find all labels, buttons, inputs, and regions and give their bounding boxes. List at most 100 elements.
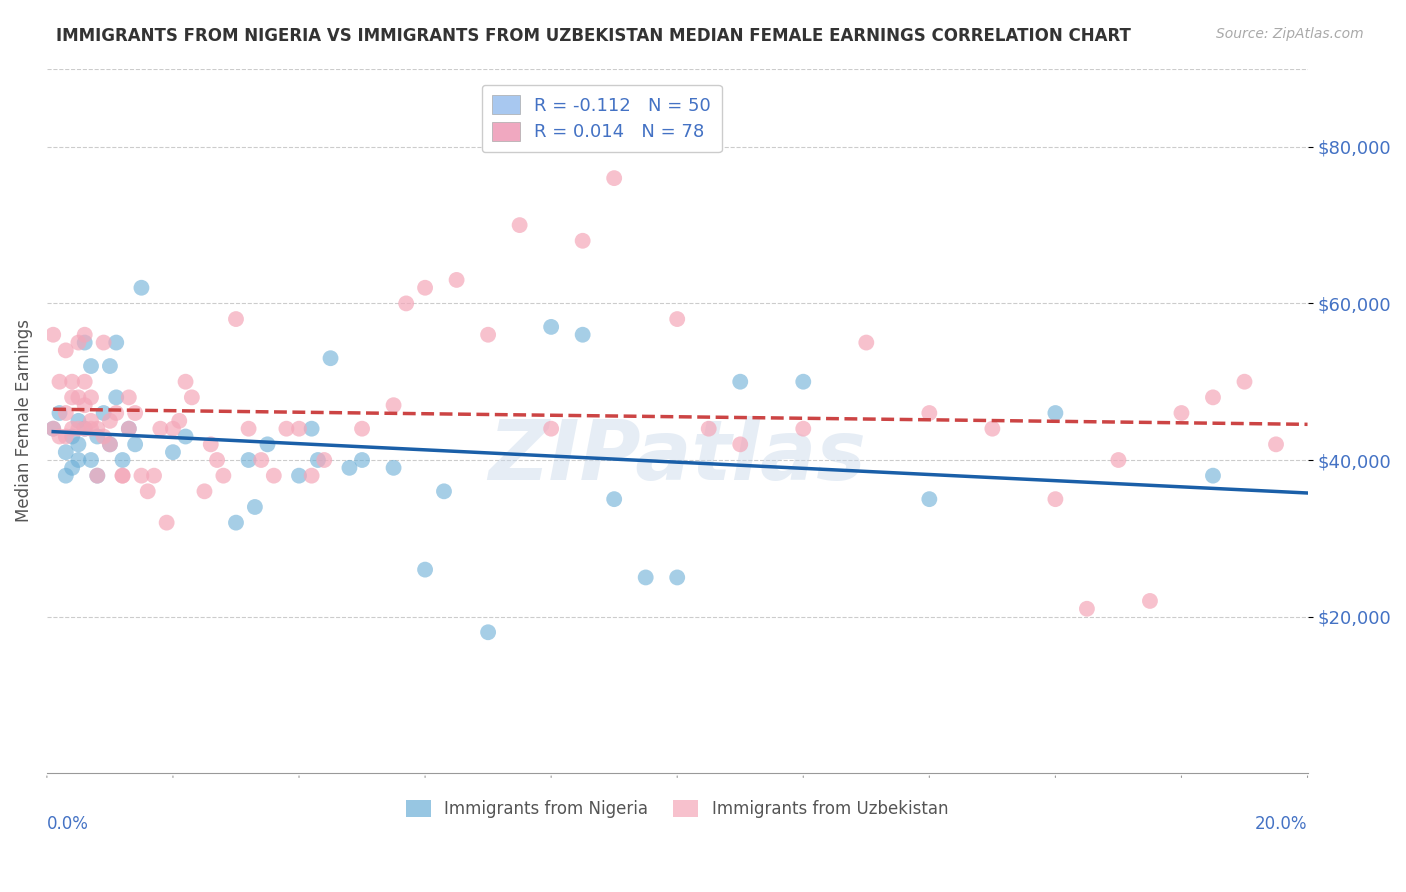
Point: [48, 429, 70, 443]
Point: [1233, 375, 1256, 389]
Point: [477, 625, 499, 640]
Point: [98, 359, 121, 373]
Point: [98, 437, 121, 451]
Point: [243, 500, 266, 514]
Point: [42, 422, 65, 436]
Point: [413, 563, 436, 577]
Point: [728, 375, 751, 389]
Point: [111, 468, 134, 483]
Point: [238, 453, 260, 467]
Text: 20.0%: 20.0%: [1256, 815, 1308, 833]
Point: [67, 414, 90, 428]
Point: [60, 460, 83, 475]
Point: [60, 422, 83, 436]
Point: [382, 398, 405, 412]
Point: [80, 453, 103, 467]
Point: [98, 437, 121, 451]
Point: [131, 468, 153, 483]
Point: [60, 390, 83, 404]
Point: [73, 422, 96, 436]
Point: [288, 422, 311, 436]
Point: [855, 335, 877, 350]
Point: [48, 406, 70, 420]
Point: [250, 453, 273, 467]
Point: [105, 335, 128, 350]
Point: [55, 429, 77, 443]
Point: [55, 343, 77, 358]
Point: [1265, 437, 1288, 451]
Point: [1202, 468, 1225, 483]
Point: [509, 218, 531, 232]
Point: [73, 375, 96, 389]
Point: [225, 516, 247, 530]
Point: [666, 570, 689, 584]
Point: [792, 422, 814, 436]
Point: [571, 234, 593, 248]
Point: [174, 429, 197, 443]
Text: IMMIGRANTS FROM NIGERIA VS IMMIGRANTS FROM UZBEKISTAN MEDIAN FEMALE EARNINGS COR: IMMIGRANTS FROM NIGERIA VS IMMIGRANTS FR…: [56, 27, 1130, 45]
Point: [276, 422, 298, 436]
Point: [446, 273, 468, 287]
Point: [156, 516, 179, 530]
Point: [540, 422, 562, 436]
Point: [433, 484, 456, 499]
Point: [225, 312, 247, 326]
Point: [193, 484, 215, 499]
Point: [413, 281, 436, 295]
Point: [80, 359, 103, 373]
Point: [67, 453, 90, 467]
Legend: Immigrants from Nigeria, Immigrants from Uzbekistan: Immigrants from Nigeria, Immigrants from…: [396, 790, 959, 829]
Point: [124, 437, 146, 451]
Point: [301, 468, 323, 483]
Point: [162, 422, 184, 436]
Point: [167, 414, 190, 428]
Point: [60, 429, 83, 443]
Point: [540, 319, 562, 334]
Point: [105, 406, 128, 420]
Point: [131, 281, 153, 295]
Point: [143, 468, 166, 483]
Point: [98, 414, 121, 428]
Point: [697, 422, 720, 436]
Point: [118, 422, 141, 436]
Point: [571, 327, 593, 342]
Point: [1202, 390, 1225, 404]
Point: [86, 422, 108, 436]
Point: [395, 296, 418, 310]
Point: [73, 398, 96, 412]
Point: [111, 468, 134, 483]
Point: [73, 422, 96, 436]
Point: [981, 422, 1004, 436]
Point: [1045, 492, 1067, 507]
Point: [67, 335, 90, 350]
Point: [1170, 406, 1192, 420]
Point: [352, 422, 374, 436]
Point: [80, 422, 103, 436]
Point: [80, 414, 103, 428]
Point: [200, 437, 222, 451]
Point: [1076, 601, 1098, 615]
Point: [48, 375, 70, 389]
Point: [238, 422, 260, 436]
Text: Source: ZipAtlas.com: Source: ZipAtlas.com: [1216, 27, 1364, 41]
Point: [86, 429, 108, 443]
Point: [86, 468, 108, 483]
Point: [1139, 594, 1161, 608]
Text: 0.0%: 0.0%: [46, 815, 89, 833]
Point: [93, 406, 115, 420]
Point: [918, 406, 941, 420]
Point: [1045, 406, 1067, 420]
Point: [73, 327, 96, 342]
Point: [339, 460, 361, 475]
Point: [86, 468, 108, 483]
Point: [263, 468, 285, 483]
Point: [666, 312, 689, 326]
Point: [352, 453, 374, 467]
Point: [67, 422, 90, 436]
Point: [55, 468, 77, 483]
Point: [55, 406, 77, 420]
Point: [1107, 453, 1129, 467]
Point: [136, 484, 159, 499]
Point: [256, 437, 278, 451]
Point: [382, 460, 405, 475]
